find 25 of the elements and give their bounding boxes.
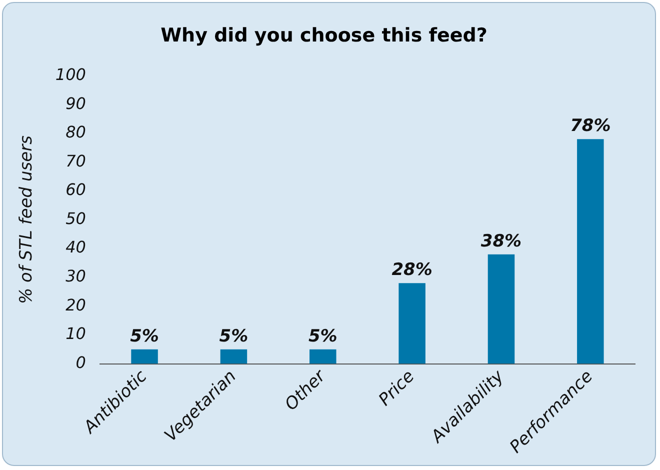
data-label: 5%	[130, 326, 159, 346]
y-axis-title: % of STL feed users	[16, 135, 37, 304]
bar	[310, 349, 336, 364]
y-tick-label: 90	[66, 94, 86, 113]
y-tick-label: 40	[66, 238, 86, 257]
y-tick-label: 0	[76, 352, 86, 372]
bar	[577, 139, 604, 364]
y-tick-label: 80	[66, 122, 86, 142]
data-label: 5%	[219, 326, 248, 346]
y-tick-label: 60	[66, 180, 86, 200]
data-label: 5%	[308, 326, 338, 346]
y-tick-label: 100	[55, 64, 86, 84]
chart-title: Why did you choose this feed?	[160, 24, 488, 46]
bar	[398, 283, 426, 364]
bar	[131, 349, 158, 364]
y-tick-label: 20	[66, 295, 86, 314]
data-label: 38%	[480, 231, 522, 252]
data-label: 78%	[570, 116, 611, 136]
y-tick-label: 70	[66, 151, 86, 170]
y-tick-label: 30	[66, 266, 86, 286]
y-tick-label: 50	[66, 208, 86, 228]
y-tick-label: 10	[66, 324, 86, 344]
bar	[488, 254, 515, 364]
data-label: 28%	[392, 260, 432, 280]
bar	[220, 349, 248, 364]
